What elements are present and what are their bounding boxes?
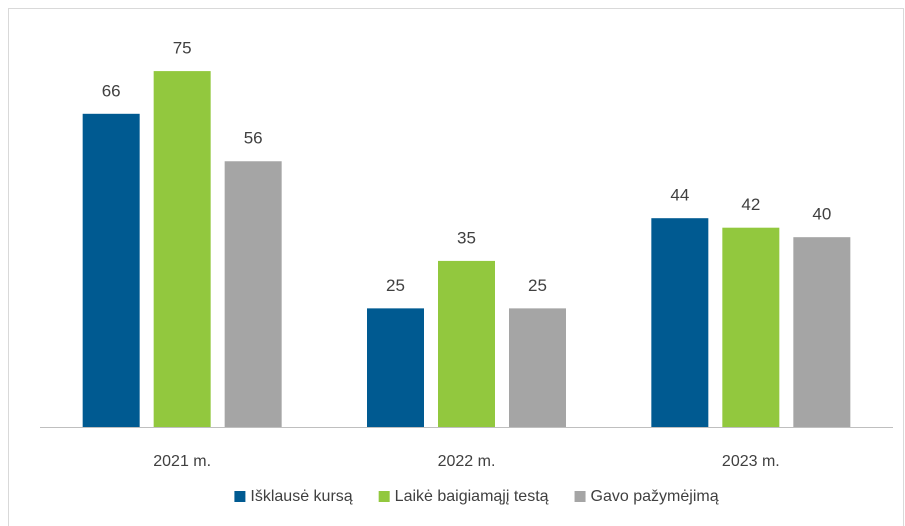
x-tick-label: 2023 m.: [722, 453, 780, 470]
legend-swatch: [378, 491, 390, 502]
bar: [651, 218, 709, 427]
data-label: 66: [102, 81, 121, 100]
bar: [438, 260, 495, 427]
bar: [509, 308, 566, 427]
bar: [367, 308, 424, 427]
data-label: 42: [741, 195, 760, 214]
bar: [793, 237, 851, 427]
data-label: 75: [173, 39, 192, 58]
bar: [722, 227, 780, 427]
data-label: 44: [670, 186, 689, 205]
bar: [153, 71, 211, 427]
x-tick-label: 2021 m.: [153, 453, 211, 470]
data-label: 25: [528, 276, 547, 295]
legend-label: Gavo pažymėjimą: [591, 488, 719, 505]
data-label: 25: [386, 276, 405, 295]
legend-label: Laikė baigiamąjį testą: [395, 488, 549, 505]
legend-swatch: [234, 491, 246, 502]
legend-swatch: [574, 491, 586, 502]
bar: [82, 113, 140, 428]
data-label: 40: [812, 205, 831, 224]
legend-label: Išklausė kursą: [250, 488, 352, 505]
data-label: 56: [244, 129, 263, 148]
bar: [224, 161, 282, 427]
x-tick-label: 2022 m.: [438, 453, 496, 470]
data-label: 35: [457, 228, 476, 247]
